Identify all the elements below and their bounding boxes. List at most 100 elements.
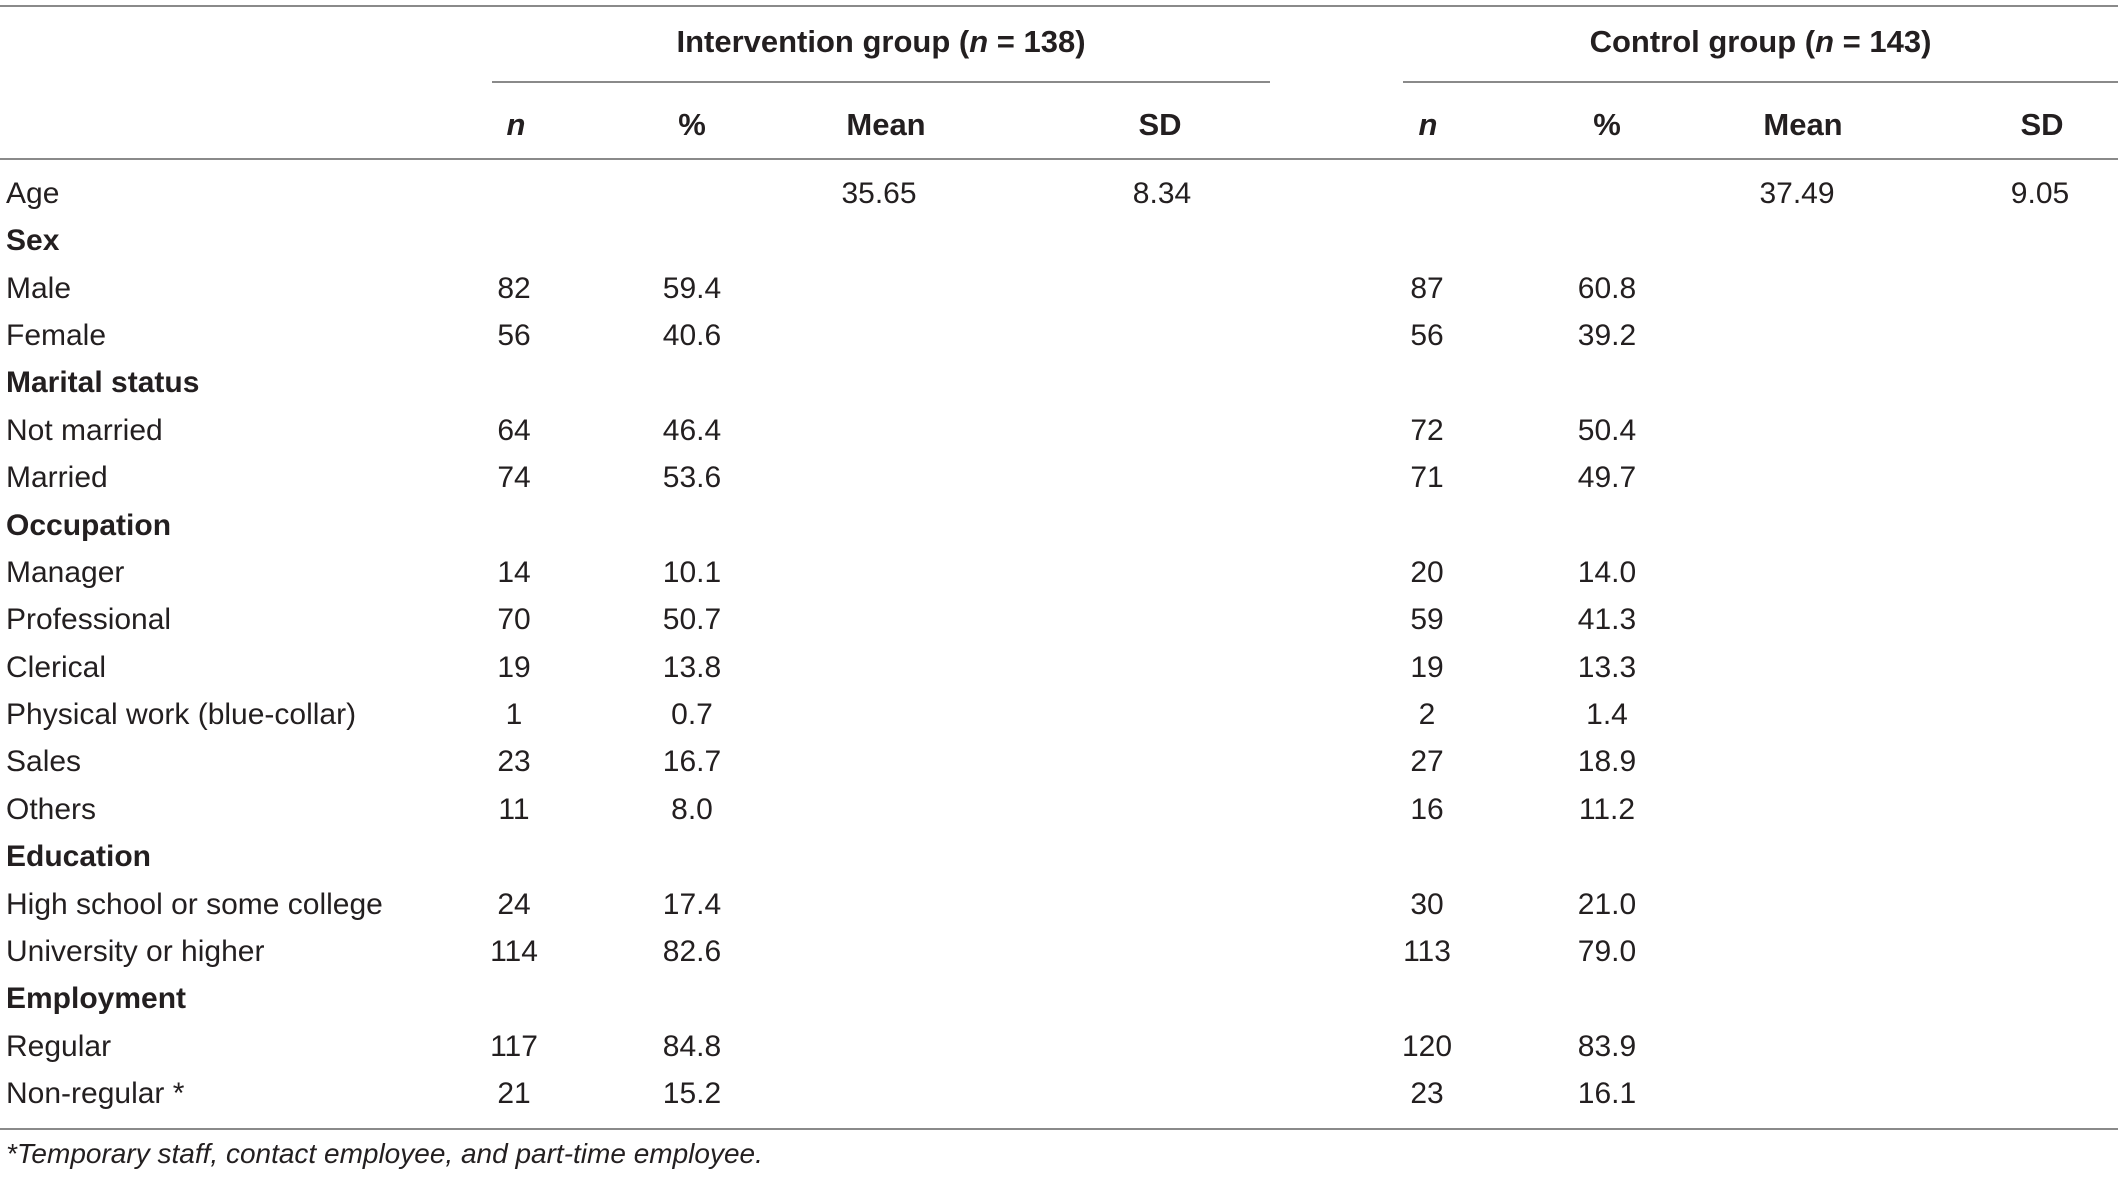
table-cell: 19 xyxy=(497,650,531,684)
table-cell: 83.9 xyxy=(1577,1029,1637,1063)
table-row: Employment xyxy=(0,982,2118,1029)
intervention-group-header: Intervention group (n = 138) xyxy=(676,24,1086,59)
table-cell: 11.2 xyxy=(1578,792,1636,826)
row-label: Sales xyxy=(6,745,82,779)
table-cell: 84.8 xyxy=(662,1029,722,1063)
row-section-label: Marital status xyxy=(6,366,200,400)
col-header-mean: Mean xyxy=(846,107,926,142)
col-header-mean: Mean xyxy=(1763,107,1843,142)
row-label: Age xyxy=(6,177,60,210)
table-cell: 13.3 xyxy=(1577,650,1637,684)
table-cell: 59 xyxy=(1410,603,1444,637)
table-cell: 15.2 xyxy=(662,1077,722,1111)
table-row: Age 35.65 8.34 37.49 9.05 xyxy=(0,177,2118,224)
row-section-label: Education xyxy=(6,840,152,874)
table-row: Sex xyxy=(0,224,2118,271)
table-cell: 2 xyxy=(1418,698,1436,732)
bottom-rule xyxy=(0,1128,2118,1130)
top-rule xyxy=(0,5,2118,7)
table-row: Professional 70 50.7 59 41.3 xyxy=(0,603,2118,650)
table-cell: 11 xyxy=(498,792,530,826)
table-row: Others 11 8.0 16 11.2 xyxy=(0,793,2118,840)
table-cell: 114 xyxy=(490,934,538,968)
table-cell: 120 xyxy=(1401,1029,1453,1063)
table-cell: 14.0 xyxy=(1577,555,1637,589)
table-cell: 21 xyxy=(497,1077,531,1111)
table-row: Clerical 19 13.8 19 13.3 xyxy=(0,651,2118,698)
table-cell: 39.2 xyxy=(1577,319,1637,353)
table-cell: 14 xyxy=(497,555,531,589)
table-cell: 21.0 xyxy=(1577,887,1637,921)
table-row: Education xyxy=(0,840,2118,887)
col-header-sd: SD xyxy=(1138,107,1182,142)
table-row: Occupation xyxy=(0,509,2118,556)
table-row: Married 74 53.6 71 49.7 xyxy=(0,461,2118,508)
table-row: Marital status xyxy=(0,366,2118,413)
table-row: High school or some college 24 17.4 30 21.0 xyxy=(0,888,2118,935)
table-cell: 46.4 xyxy=(662,413,722,447)
table-cell: 20 xyxy=(1410,555,1444,589)
table-cell: 1 xyxy=(505,698,523,732)
table-cell: 56 xyxy=(1410,319,1444,353)
row-label: Manager xyxy=(6,555,125,589)
table-cell: 60.8 xyxy=(1577,271,1637,305)
table-cell: 87 xyxy=(1410,271,1444,305)
table-cell: 71 xyxy=(1410,461,1444,495)
table-cell: 0.7 xyxy=(671,698,713,732)
table-cell: 79.0 xyxy=(1577,934,1637,968)
row-label: Professional xyxy=(6,603,172,637)
table-cell: 9.05 xyxy=(2010,177,2070,210)
table-cell: 16.7 xyxy=(662,745,722,779)
table-cell: 56 xyxy=(497,319,531,353)
table-cell: 16.1 xyxy=(1577,1077,1637,1111)
table-cell: 10.1 xyxy=(662,555,722,589)
table-cell: 16 xyxy=(1410,792,1444,826)
table-cell: 50.4 xyxy=(1577,413,1637,447)
table-cell: 37.49 xyxy=(1759,177,1835,210)
row-section-label: Occupation xyxy=(6,508,172,542)
table-row: Not married 64 46.4 72 50.4 xyxy=(0,414,2118,461)
col-header-sd: SD xyxy=(2020,107,2064,142)
table-cell: 23 xyxy=(497,745,531,779)
row-label: Others xyxy=(6,792,97,826)
table-cell: 13.8 xyxy=(662,650,722,684)
row-label: Physical work (blue-collar) xyxy=(6,698,357,732)
table-cell: 82 xyxy=(497,271,531,305)
table-row: Non-regular * 21 15.2 23 16.1 xyxy=(0,1077,2118,1124)
table-cell: 41.3 xyxy=(1577,603,1637,637)
table-cell: 82.6 xyxy=(662,934,722,968)
col-header-percent: % xyxy=(678,107,706,142)
table-row: University or higher 114 82.6 113 79.0 xyxy=(0,935,2118,982)
table-cell: 30 xyxy=(1410,887,1444,921)
table-row: Sales 23 16.7 27 18.9 xyxy=(0,745,2118,792)
intervention-group-rule xyxy=(492,81,1270,83)
table-cell: 8.34 xyxy=(1132,177,1192,210)
row-label: Non-regular * xyxy=(6,1077,185,1111)
table-cell: 59.4 xyxy=(662,271,722,305)
table-cell: 40.6 xyxy=(662,319,722,353)
table-cell: 8.0 xyxy=(671,792,713,826)
control-group-rule xyxy=(1403,81,2118,83)
table-row: Female 56 40.6 56 39.2 xyxy=(0,319,2118,366)
table-cell: 70 xyxy=(497,603,531,637)
row-section-label: Employment xyxy=(6,982,187,1016)
table-cell: 72 xyxy=(1410,413,1444,447)
row-label: Not married xyxy=(6,413,163,447)
row-section-label: Sex xyxy=(6,224,60,258)
table-row: Regular 117 84.8 120 83.9 xyxy=(0,1030,2118,1077)
row-label: Male xyxy=(6,271,72,305)
table-cell: 19 xyxy=(1410,650,1444,684)
table-cell: 17.4 xyxy=(662,887,722,921)
row-label: Female xyxy=(6,319,107,353)
table-cell: 23 xyxy=(1410,1077,1444,1111)
row-label: Regular xyxy=(6,1029,112,1063)
table-row: Manager 14 10.1 20 14.0 xyxy=(0,556,2118,603)
header-rule xyxy=(0,158,2118,160)
col-header-n: n xyxy=(1418,107,1438,142)
table-cell: 18.9 xyxy=(1577,745,1637,779)
row-label: Married xyxy=(6,461,108,495)
table-cell: 113 xyxy=(1403,934,1451,968)
table-cell: 24 xyxy=(497,887,531,921)
table-cell: 49.7 xyxy=(1577,461,1637,495)
table-cell: 74 xyxy=(497,461,531,495)
